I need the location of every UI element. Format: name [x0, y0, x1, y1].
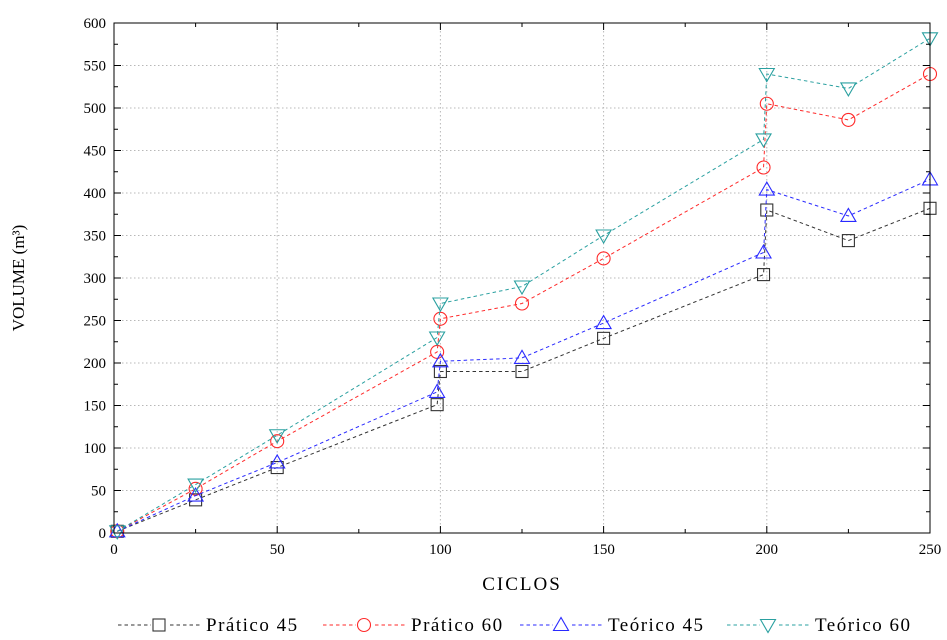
y-tick-label: 0 [99, 526, 107, 542]
data-point [268, 453, 286, 469]
data-point [755, 243, 772, 259]
data-point [431, 297, 449, 313]
series-2 [110, 66, 938, 539]
data-point [841, 112, 856, 127]
legend: Prático 45 Prático 60 Teórico 45 Teórico 60 [118, 615, 912, 636]
y-tick-label: 350 [84, 229, 107, 245]
legend-marker [759, 618, 777, 634]
y-tick-label: 50 [91, 484, 106, 500]
series-line [117, 178, 931, 532]
series-4 [108, 32, 939, 540]
series-group [108, 32, 939, 540]
data-point [597, 331, 611, 345]
legend-item: Teórico 45 [520, 615, 705, 636]
legend-marker [356, 617, 372, 633]
legend-marker [152, 618, 166, 632]
data-point [270, 434, 285, 449]
y-tick-label: 300 [84, 271, 107, 287]
data-point [515, 364, 529, 379]
x-tick-label: 250 [919, 542, 942, 558]
y-tick-label: 400 [84, 186, 107, 202]
series-3 [108, 170, 939, 538]
legend-label: Prático 60 [411, 615, 504, 636]
y-tick-label: 150 [84, 399, 107, 415]
y-tick-label: 250 [84, 314, 107, 330]
data-point [187, 486, 205, 502]
x-tick-label: 0 [110, 542, 118, 558]
y-tick-label: 100 [84, 441, 107, 457]
y-axis-title: VOLUME (m³) [9, 225, 28, 332]
data-point [431, 352, 449, 368]
legend-item: Prático 45 [118, 615, 299, 636]
y-tick-label: 550 [84, 59, 107, 75]
data-point [596, 251, 611, 266]
axis-ticks: 0 50 100 150 200 250 300 350 400 450 500 550 600 0 50 1… [84, 16, 942, 558]
data-point [187, 478, 205, 494]
series-line [117, 207, 931, 532]
legend-label: Teórico 60 [815, 615, 912, 636]
data-point [595, 314, 613, 330]
data-point [430, 398, 444, 412]
data-point [513, 280, 531, 296]
series-1 [110, 201, 937, 538]
x-tick-label: 200 [756, 542, 779, 558]
data-point [428, 383, 446, 398]
data-point [759, 96, 774, 111]
data-point [189, 493, 203, 507]
y-tick-label: 450 [84, 144, 107, 160]
x-tick-label: 150 [592, 542, 615, 558]
data-point [428, 331, 446, 347]
legend-marker-bg [760, 617, 776, 633]
data-point [433, 311, 448, 326]
data-point [839, 82, 857, 98]
series-line [117, 37, 931, 532]
legend-marker [552, 616, 570, 632]
grid [114, 23, 930, 533]
legend-label: Prático 45 [206, 615, 299, 636]
data-point [595, 229, 613, 245]
x-axis-title: CICLOS [482, 574, 562, 595]
data-point [513, 349, 531, 364]
data-point [758, 180, 776, 196]
data-point [756, 160, 771, 175]
y-tick-label: 500 [84, 101, 107, 117]
x-tick-label: 100 [429, 542, 452, 558]
data-point [758, 67, 776, 83]
legend-item: Prático 60 [323, 615, 504, 636]
x-tick-label: 50 [270, 542, 285, 558]
legend-marker-bg [553, 617, 569, 633]
y-tick-label: 600 [84, 16, 107, 32]
y-tick-label: 200 [84, 356, 107, 372]
data-point [755, 133, 772, 149]
series-line [117, 73, 931, 532]
data-point [756, 268, 771, 282]
data-point [268, 429, 286, 444]
data-point [841, 234, 855, 248]
legend-label: Teórico 45 [608, 615, 705, 636]
legend-item: Teórico 60 [727, 615, 912, 636]
data-point [433, 364, 447, 379]
data-point [839, 207, 857, 222]
data-point [760, 203, 774, 217]
legend-marker-bg [151, 617, 167, 633]
legend-marker-bg [356, 617, 372, 633]
data-point [514, 296, 530, 311]
